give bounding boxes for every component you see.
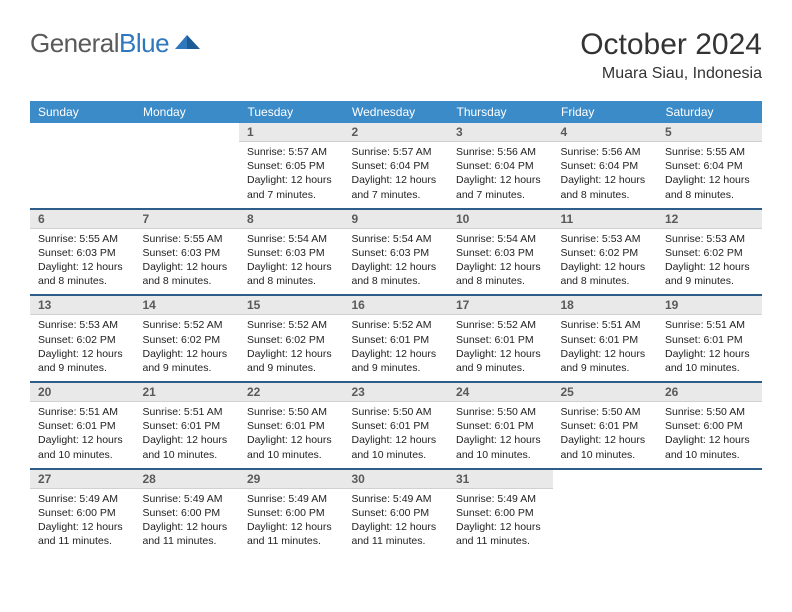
day-cell: Sunrise: 5:57 AMSunset: 6:04 PMDaylight:…: [344, 142, 449, 208]
day-cell: Sunrise: 5:51 AMSunset: 6:01 PMDaylight:…: [657, 315, 762, 381]
day-number: 13: [30, 295, 135, 315]
day-number: 27: [30, 469, 135, 489]
day-cell: Sunrise: 5:51 AMSunset: 6:01 PMDaylight:…: [30, 402, 135, 468]
day-number: [553, 469, 658, 489]
day-content-row: Sunrise: 5:51 AMSunset: 6:01 PMDaylight:…: [30, 402, 762, 468]
day-cell: Sunrise: 5:49 AMSunset: 6:00 PMDaylight:…: [344, 488, 449, 554]
day-cell: Sunrise: 5:50 AMSunset: 6:01 PMDaylight:…: [239, 402, 344, 468]
day-number: 26: [657, 382, 762, 402]
day-header: Thursday: [448, 101, 553, 123]
day-number: 16: [344, 295, 449, 315]
day-cell: Sunrise: 5:55 AMSunset: 6:04 PMDaylight:…: [657, 142, 762, 208]
day-number: 20: [30, 382, 135, 402]
day-number: 24: [448, 382, 553, 402]
day-number: [657, 469, 762, 489]
day-number: 15: [239, 295, 344, 315]
day-cell: Sunrise: 5:57 AMSunset: 6:05 PMDaylight:…: [239, 142, 344, 208]
day-number: [30, 123, 135, 142]
calendar-table: Sunday Monday Tuesday Wednesday Thursday…: [30, 101, 762, 554]
day-cell: Sunrise: 5:56 AMSunset: 6:04 PMDaylight:…: [448, 142, 553, 208]
day-cell: Sunrise: 5:49 AMSunset: 6:00 PMDaylight:…: [30, 488, 135, 554]
day-number-row: 20212223242526: [30, 382, 762, 402]
day-cell: Sunrise: 5:52 AMSunset: 6:01 PMDaylight:…: [448, 315, 553, 381]
day-cell: Sunrise: 5:49 AMSunset: 6:00 PMDaylight:…: [239, 488, 344, 554]
day-number-row: 13141516171819: [30, 295, 762, 315]
day-cell: Sunrise: 5:54 AMSunset: 6:03 PMDaylight:…: [239, 228, 344, 294]
day-number: 5: [657, 123, 762, 142]
day-cell: [657, 488, 762, 554]
day-number: 30: [344, 469, 449, 489]
day-number: 31: [448, 469, 553, 489]
day-cell: Sunrise: 5:50 AMSunset: 6:01 PMDaylight:…: [553, 402, 658, 468]
day-cell: Sunrise: 5:56 AMSunset: 6:04 PMDaylight:…: [553, 142, 658, 208]
day-number: 29: [239, 469, 344, 489]
day-number: 6: [30, 209, 135, 229]
day-header: Saturday: [657, 101, 762, 123]
day-number-row: 6789101112: [30, 209, 762, 229]
day-cell: Sunrise: 5:49 AMSunset: 6:00 PMDaylight:…: [448, 488, 553, 554]
day-cell: Sunrise: 5:52 AMSunset: 6:02 PMDaylight:…: [239, 315, 344, 381]
day-number: 18: [553, 295, 658, 315]
day-header: Sunday: [30, 101, 135, 123]
logo-triangle-icon: [175, 31, 201, 56]
logo-text-blue: Blue: [119, 28, 169, 58]
day-number: 14: [135, 295, 240, 315]
day-number: 23: [344, 382, 449, 402]
day-number-row: 12345: [30, 123, 762, 142]
day-number: 2: [344, 123, 449, 142]
day-number: 10: [448, 209, 553, 229]
day-cell: Sunrise: 5:50 AMSunset: 6:01 PMDaylight:…: [448, 402, 553, 468]
day-number: 12: [657, 209, 762, 229]
day-number: 1: [239, 123, 344, 142]
day-cell: Sunrise: 5:49 AMSunset: 6:00 PMDaylight:…: [135, 488, 240, 554]
location: Muara Siau, Indonesia: [580, 65, 762, 83]
day-number: 17: [448, 295, 553, 315]
day-number: 4: [553, 123, 658, 142]
day-cell: Sunrise: 5:52 AMSunset: 6:01 PMDaylight:…: [344, 315, 449, 381]
logo-text-general: General: [30, 28, 119, 58]
day-content-row: Sunrise: 5:55 AMSunset: 6:03 PMDaylight:…: [30, 228, 762, 294]
day-number: 19: [657, 295, 762, 315]
day-number: 22: [239, 382, 344, 402]
day-cell: Sunrise: 5:55 AMSunset: 6:03 PMDaylight:…: [30, 228, 135, 294]
header: GeneralBlue October 2024 Muara Siau, Ind…: [30, 28, 762, 83]
day-cell: Sunrise: 5:53 AMSunset: 6:02 PMDaylight:…: [553, 228, 658, 294]
day-number: 25: [553, 382, 658, 402]
title-block: October 2024 Muara Siau, Indonesia: [580, 28, 762, 83]
month-title: October 2024: [580, 28, 762, 61]
logo: GeneralBlue: [30, 28, 201, 59]
day-cell: Sunrise: 5:50 AMSunset: 6:01 PMDaylight:…: [344, 402, 449, 468]
day-cell: Sunrise: 5:50 AMSunset: 6:00 PMDaylight:…: [657, 402, 762, 468]
day-cell: [135, 142, 240, 208]
day-number: 7: [135, 209, 240, 229]
day-cell: [30, 142, 135, 208]
day-cell: Sunrise: 5:54 AMSunset: 6:03 PMDaylight:…: [448, 228, 553, 294]
day-cell: Sunrise: 5:53 AMSunset: 6:02 PMDaylight:…: [30, 315, 135, 381]
day-number: 11: [553, 209, 658, 229]
day-cell: Sunrise: 5:54 AMSunset: 6:03 PMDaylight:…: [344, 228, 449, 294]
day-number: 28: [135, 469, 240, 489]
day-cell: Sunrise: 5:51 AMSunset: 6:01 PMDaylight:…: [135, 402, 240, 468]
day-header: Tuesday: [239, 101, 344, 123]
day-number: 3: [448, 123, 553, 142]
day-cell: Sunrise: 5:52 AMSunset: 6:02 PMDaylight:…: [135, 315, 240, 381]
day-cell: [553, 488, 658, 554]
day-header: Monday: [135, 101, 240, 123]
day-cell: Sunrise: 5:51 AMSunset: 6:01 PMDaylight:…: [553, 315, 658, 381]
day-number: [135, 123, 240, 142]
day-content-row: Sunrise: 5:57 AMSunset: 6:05 PMDaylight:…: [30, 142, 762, 208]
day-content-row: Sunrise: 5:53 AMSunset: 6:02 PMDaylight:…: [30, 315, 762, 381]
day-number: 8: [239, 209, 344, 229]
day-number-row: 2728293031: [30, 469, 762, 489]
day-header: Wednesday: [344, 101, 449, 123]
day-cell: Sunrise: 5:55 AMSunset: 6:03 PMDaylight:…: [135, 228, 240, 294]
day-number: 21: [135, 382, 240, 402]
day-content-row: Sunrise: 5:49 AMSunset: 6:00 PMDaylight:…: [30, 488, 762, 554]
day-number: 9: [344, 209, 449, 229]
day-header: Friday: [553, 101, 658, 123]
day-cell: Sunrise: 5:53 AMSunset: 6:02 PMDaylight:…: [657, 228, 762, 294]
day-header-row: Sunday Monday Tuesday Wednesday Thursday…: [30, 101, 762, 123]
